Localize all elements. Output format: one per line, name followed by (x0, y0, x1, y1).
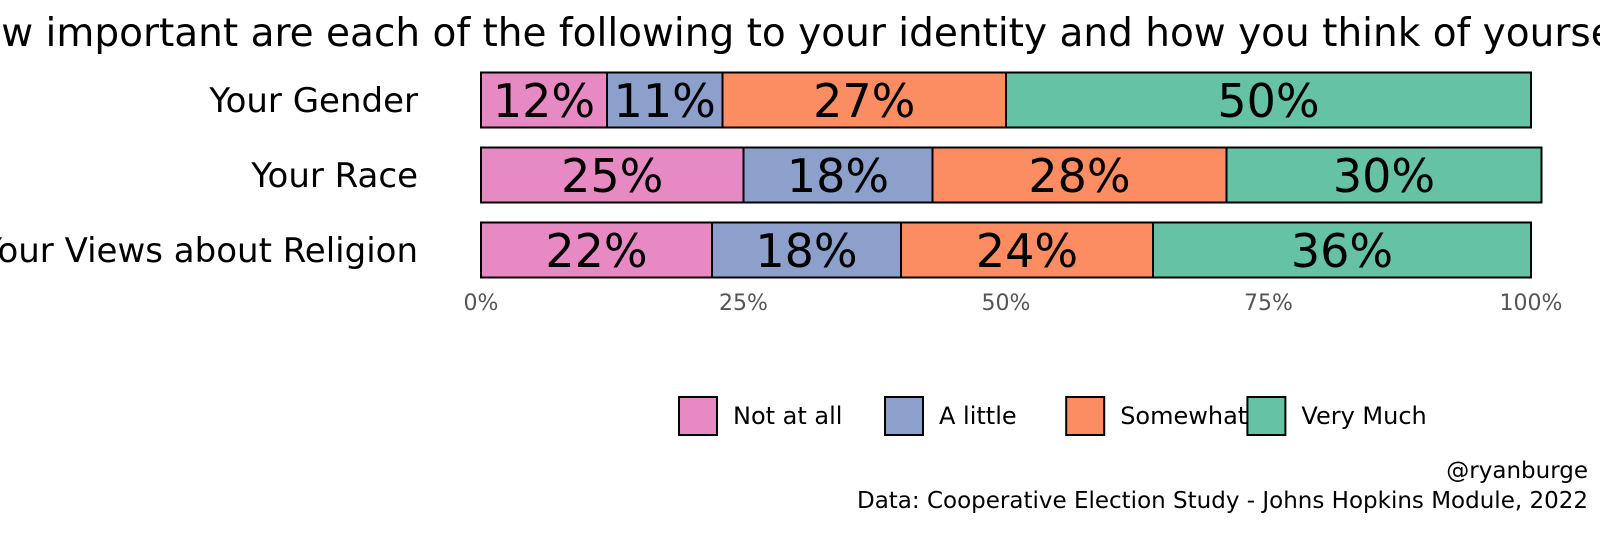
bar-your-gender-not-at-all (480, 71, 608, 129)
bar-your-gender-a-little (606, 71, 724, 129)
x-axis: 0% 25% 50% 75% 100% (464, 291, 1563, 316)
legend: Not at all A little Somewhat Very Much (678, 396, 1427, 436)
data-label-your-gender-not-at-all: 12% (493, 74, 595, 128)
category-label-your-views-about-religion: Your Views about Religion (0, 231, 418, 271)
category-label-your-race: Your Race (250, 156, 418, 196)
category-label-your-gender: Your Gender (208, 81, 418, 121)
x-tick-label-100: 100% (1500, 291, 1563, 316)
legend-label-not-at-all: Not at all (733, 402, 842, 430)
x-tick-label-0: 0% (464, 291, 499, 316)
data-label-your-views-about-religion-very-much: 36% (1291, 224, 1393, 278)
legend-key-a-little (884, 396, 924, 436)
data-label-your-views-about-religion-not-at-all: 22% (545, 224, 647, 278)
bar-your-race-not-at-all (480, 146, 745, 204)
bar-your-gender-very-much (1005, 71, 1532, 129)
bar-your-views-about-religion-not-at-all (480, 221, 713, 279)
bar-your-race-somewhat (931, 146, 1228, 204)
data-label-your-gender-very-much: 50% (1217, 74, 1319, 128)
legend-label-somewhat: Somewhat (1120, 402, 1247, 430)
data-label-your-race-very-much: 30% (1333, 149, 1435, 203)
legend-key-very-much (1246, 396, 1287, 436)
data-label-your-gender-a-little: 11% (614, 74, 716, 128)
caption-source: Data: Cooperative Election Study - Johns… (857, 488, 1588, 514)
bar-your-race-very-much (1225, 146, 1543, 204)
bar-your-views-about-religion-very-much (1152, 221, 1532, 279)
caption-handle: @ryanburge (1446, 458, 1588, 484)
legend-label-a-little: A little (939, 402, 1017, 430)
x-tick-label-75: 75% (1244, 291, 1293, 316)
data-label-your-views-about-religion-a-little: 18% (755, 224, 857, 278)
bar-your-gender-somewhat (721, 71, 1007, 129)
data-label-your-gender-somewhat: 27% (813, 74, 915, 128)
bars-group: Your Gender 12% 11% 27% 50% Your Race 25% 18% 28… (0, 71, 1543, 279)
data-label-your-views-about-religion-somewhat: 24% (976, 224, 1078, 278)
data-label-your-race-a-little: 18% (787, 149, 889, 203)
data-label-your-race-somewhat: 28% (1028, 149, 1130, 203)
legend-key-not-at-all (678, 396, 718, 436)
legend-label-very-much: Very Much (1301, 402, 1426, 430)
chart-title: How important are each of the following … (0, 11, 1600, 56)
bar-your-views-about-religion-a-little (711, 221, 902, 279)
data-label-your-race-not-at-all: 25% (561, 149, 663, 203)
legend-key-somewhat (1065, 396, 1106, 436)
bar-your-race-a-little (742, 146, 934, 204)
x-tick-label-50: 50% (982, 291, 1031, 316)
x-tick-label-25: 25% (719, 291, 768, 316)
